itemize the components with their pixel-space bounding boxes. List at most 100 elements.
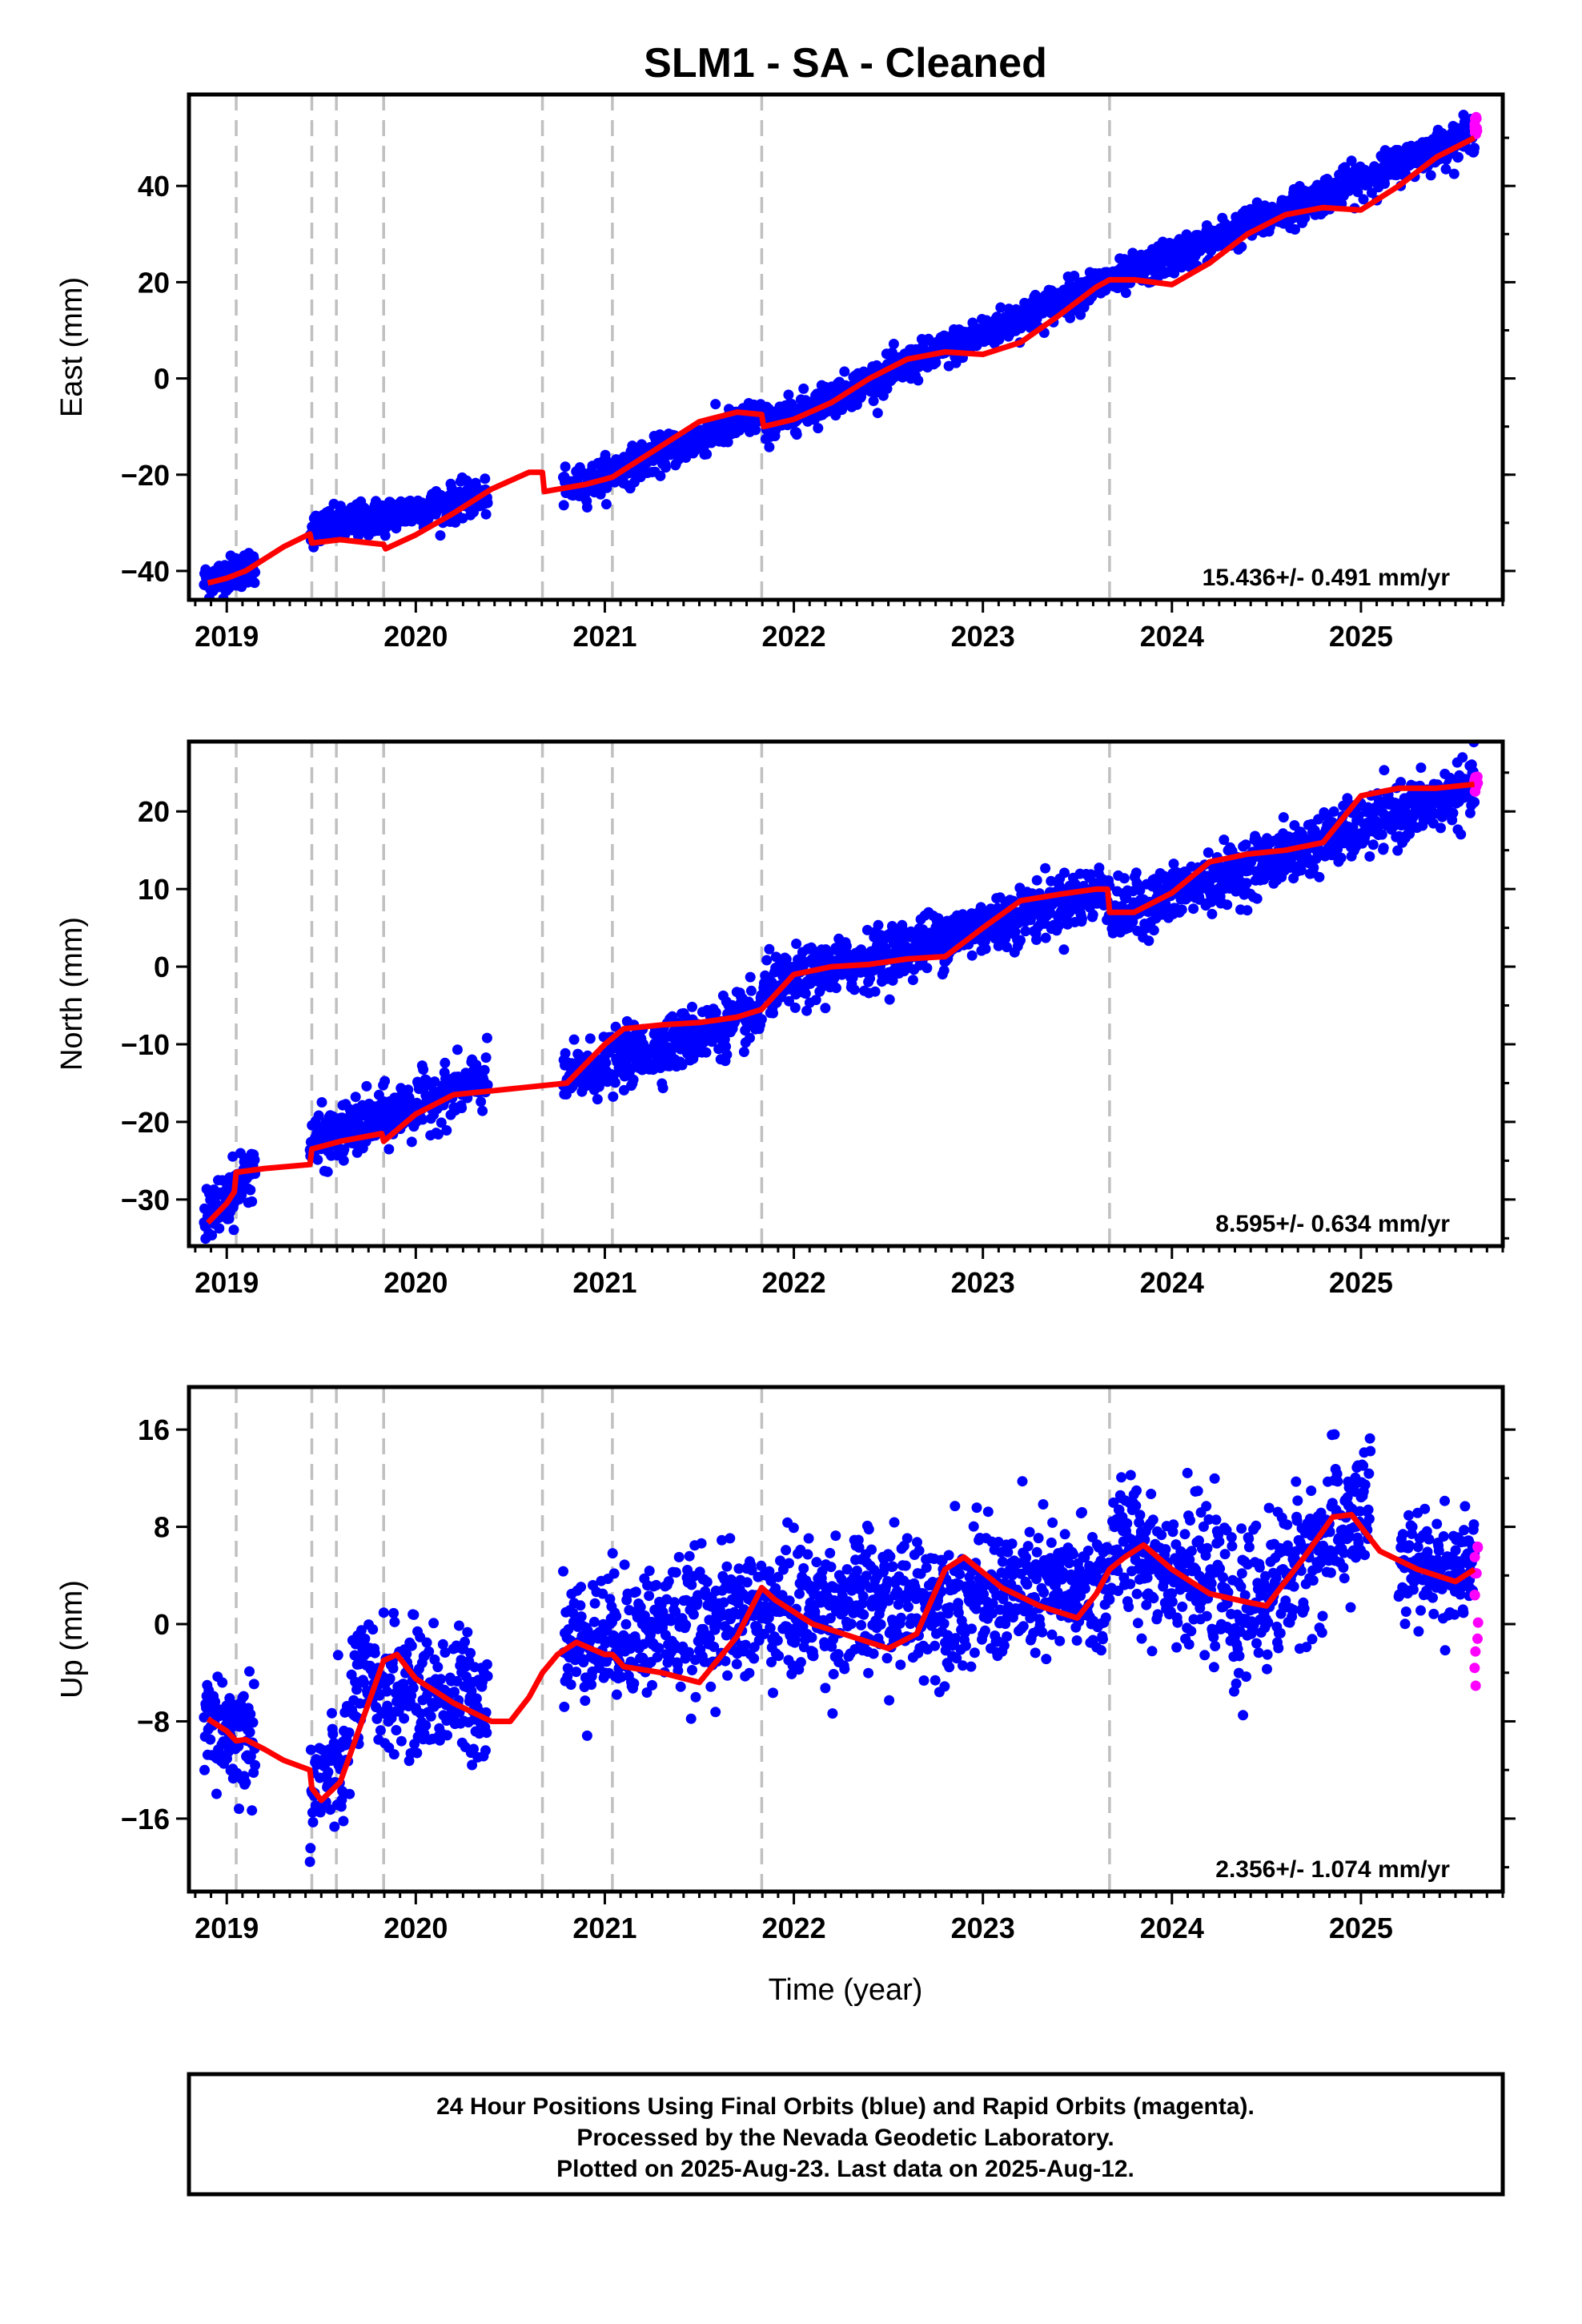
north-final-point	[350, 1092, 361, 1103]
north-final-point	[745, 971, 756, 983]
east-final-point	[655, 470, 666, 481]
up-final-point	[384, 1673, 396, 1684]
north-final-point	[361, 1080, 372, 1092]
east-final-point	[379, 530, 391, 541]
north-final-point	[236, 1189, 247, 1200]
north-final-point	[884, 994, 895, 1005]
north-final-point	[440, 1057, 451, 1068]
north-final-point	[764, 943, 775, 955]
up-final-point	[369, 1647, 380, 1659]
north-final-point	[1404, 828, 1415, 839]
north-final-point	[1168, 858, 1179, 870]
east-final-point	[791, 429, 802, 440]
up-final-point	[250, 1759, 261, 1771]
east-final-point	[1025, 322, 1036, 333]
north-final-point	[1118, 873, 1130, 884]
up-final-point	[388, 1607, 400, 1618]
north-x-tick-label: 2022	[762, 1266, 826, 1299]
east-final-point	[839, 366, 850, 377]
north-final-point	[907, 975, 918, 986]
north-final-point	[1278, 812, 1289, 823]
east-final-point	[1120, 287, 1131, 299]
east-final-point	[480, 473, 491, 485]
up-final-point	[245, 1708, 256, 1719]
up-final-point	[396, 1735, 407, 1747]
north-final-point	[1087, 909, 1098, 920]
north-final-point	[677, 1059, 688, 1071]
north-final-point	[1020, 926, 1031, 937]
north-final-point	[1240, 839, 1251, 850]
north-y-tick-label: 0	[154, 951, 170, 983]
north-final-point	[322, 1166, 333, 1177]
east-rate-label: 15.436+/- 0.491 mm/yr	[1203, 565, 1451, 591]
north-final-point	[1295, 865, 1307, 876]
east-x-tick-label: 2025	[1329, 620, 1393, 653]
north-final-point	[1342, 793, 1353, 804]
up-final-point	[381, 1686, 392, 1697]
north-x-tick-label: 2019	[195, 1266, 259, 1299]
north-y-tick-label: −10	[121, 1028, 170, 1061]
up-final-point	[349, 1650, 360, 1661]
north-final-point	[383, 1144, 395, 1155]
up-final-point	[387, 1663, 399, 1674]
up-final-point	[350, 1676, 361, 1687]
north-final-point	[1053, 920, 1064, 931]
up-final-point	[338, 1815, 349, 1827]
east-final-point	[558, 500, 569, 511]
up-final-point	[307, 1816, 319, 1827]
east-final-point	[595, 489, 606, 500]
north-final-point	[1367, 839, 1379, 850]
east-final-points	[199, 110, 1480, 600]
north-rapid-point	[1469, 786, 1480, 797]
north-final-point	[1045, 907, 1056, 919]
north-final-point	[1059, 867, 1070, 879]
north-y-tick-label: −20	[121, 1106, 170, 1139]
east-model-line	[207, 135, 1476, 586]
north-final-point	[207, 1230, 218, 1240]
north-final-point	[820, 1003, 831, 1014]
north-final-point	[980, 943, 991, 955]
north-final-point	[403, 1084, 414, 1096]
east-final-point	[560, 461, 571, 472]
north-rate-label: 8.595+/- 0.634 mm/yr	[1215, 1211, 1450, 1237]
north-final-point	[1161, 901, 1172, 912]
north-final-point	[379, 1076, 391, 1087]
north-final-point	[687, 1001, 697, 1012]
north-final-point	[738, 1047, 749, 1057]
up-final-point	[367, 1624, 379, 1635]
east-final-point	[1299, 212, 1311, 223]
north-final-point	[1415, 762, 1427, 774]
up-final-point	[247, 1717, 259, 1728]
north-final-point	[966, 950, 978, 961]
north-final-point	[608, 1091, 619, 1102]
east-final-point	[710, 399, 721, 410]
north-final-point	[1094, 862, 1105, 874]
north-final-point	[1040, 932, 1051, 943]
east-final-point	[783, 389, 794, 400]
up-final-point	[329, 1821, 340, 1832]
north-final-point	[1313, 814, 1324, 825]
north-final-point	[701, 1047, 712, 1058]
up-final-point	[238, 1691, 249, 1702]
north-final-point	[247, 1196, 258, 1207]
north-final-point	[436, 1117, 447, 1128]
north-y-tick-label: 20	[138, 795, 170, 828]
east-final-point	[1440, 163, 1452, 175]
north-final-point	[228, 1224, 239, 1236]
up-final-point	[412, 1747, 423, 1759]
east-x-axis: 2019 2020 2021 2022 2023 2024 2025	[194, 600, 1504, 653]
north-final-point	[1328, 806, 1339, 817]
east-y-tick-label: 40	[138, 170, 170, 203]
north-final-point	[1395, 777, 1407, 788]
north-final-point	[1378, 842, 1389, 854]
north-final-point	[568, 1034, 580, 1045]
north-final-point	[1222, 899, 1233, 911]
east-final-point	[913, 375, 924, 386]
north-final-point	[1308, 862, 1319, 874]
north-final-point	[1143, 935, 1154, 947]
north-final-point	[801, 1005, 813, 1016]
north-final-point	[214, 1223, 225, 1234]
east-final-point	[813, 423, 824, 434]
north-final-point	[1077, 913, 1087, 924]
